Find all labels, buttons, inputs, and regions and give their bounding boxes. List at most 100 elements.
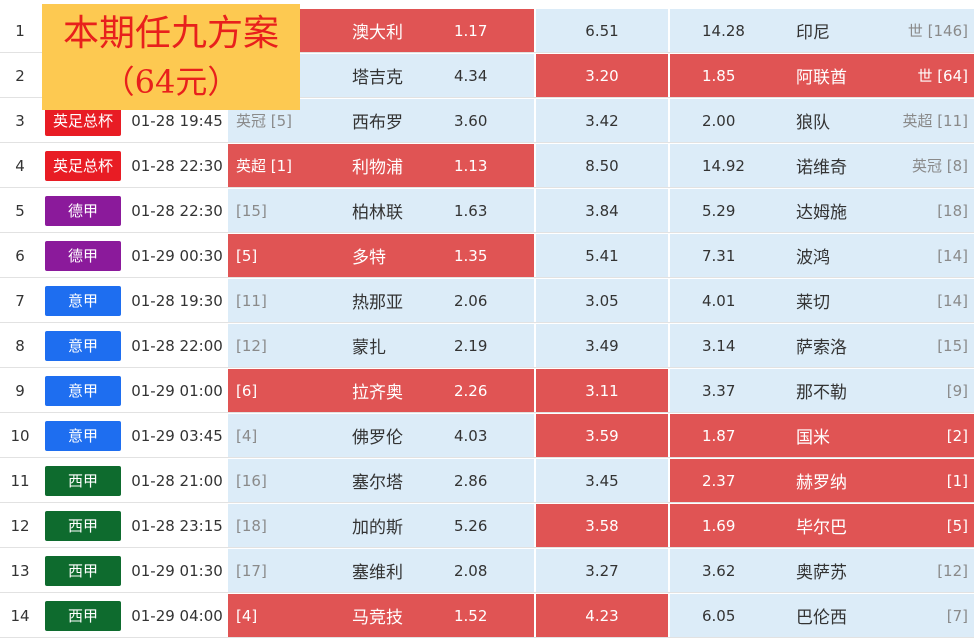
away-cell[interactable]: 3.14 萨索洛 [15] (670, 323, 974, 368)
home-odds: 2.06 (454, 291, 488, 310)
league-badge[interactable]: 意甲 (45, 330, 121, 361)
draw-odds: 3.05 (585, 291, 619, 310)
away-cell[interactable]: 1.85 阿联酋 世 [64] (670, 53, 974, 98)
league-badge[interactable]: 西甲 (45, 510, 121, 541)
league-badge[interactable]: 西甲 (45, 600, 121, 631)
home-cell[interactable]: [6] 拉齐奥 2.26 (228, 368, 534, 413)
away-cell[interactable]: 5.29 达姆施 [18] (670, 188, 974, 233)
away-cell[interactable]: 14.92 诺维奇 英冠 [8] (670, 143, 974, 188)
match-number: 7 (15, 291, 25, 310)
match-number: 14 (10, 606, 30, 625)
away-team: 巴伦西 (796, 608, 847, 628)
match-number: 11 (10, 471, 30, 490)
draw-cell[interactable]: 3.42 (536, 98, 668, 143)
draw-odds: 8.50 (585, 156, 619, 175)
home-cell[interactable]: [15] 柏林联 1.63 (228, 188, 534, 233)
row-divider (0, 232, 974, 233)
draw-odds: 6.51 (585, 21, 619, 40)
league-badge[interactable]: 意甲 (45, 285, 121, 316)
draw-cell[interactable]: 6.51 (536, 8, 668, 53)
away-cell[interactable]: 2.37 赫罗纳 [1] (670, 458, 974, 503)
away-cell[interactable]: 3.37 那不勒 [9] (670, 368, 974, 413)
league-badge[interactable]: 西甲 (45, 465, 121, 496)
match-row[interactable]: 8 意甲 01-28 22:00 [12] 蒙扎 2.19 3.49 3.14 萨索洛 [15] (0, 323, 974, 368)
away-rank: 英冠 [8] (911, 157, 968, 175)
draw-cell[interactable]: 3.49 (536, 323, 668, 368)
league-badge[interactable]: 西甲 (45, 555, 121, 586)
promo-title: 本期任九方案 (62, 13, 279, 54)
home-team: 加的斯 (352, 518, 403, 538)
away-team: 诺维奇 (796, 158, 847, 178)
away-odds: 14.28 (702, 21, 745, 40)
draw-cell[interactable]: 3.84 (536, 188, 668, 233)
home-cell[interactable]: [4] 马竞技 1.52 (228, 593, 534, 638)
match-row[interactable]: 4 英足总杯 01-28 22:30 英超 [1] 利物浦 1.13 8.50 14.92 诺维… (0, 143, 974, 188)
row-divider (0, 277, 974, 278)
away-cell[interactable]: 1.87 国米 [2] (670, 413, 974, 458)
match-row[interactable]: 5 德甲 01-28 22:30 [15] 柏林联 1.63 3.84 5.29 达姆施 [18] (0, 188, 974, 233)
home-rank: [4] (236, 606, 258, 625)
home-cell[interactable]: [17] 塞维利 2.08 (228, 548, 534, 593)
draw-cell[interactable]: 3.27 (536, 548, 668, 593)
draw-odds: 3.42 (585, 111, 619, 130)
home-odds: 5.26 (454, 516, 488, 535)
home-cell[interactable]: [18] 加的斯 5.26 (228, 503, 534, 548)
match-number: 12 (10, 516, 30, 535)
draw-cell[interactable]: 3.58 (536, 503, 668, 548)
league-badge[interactable]: 德甲 (45, 240, 121, 271)
draw-cell[interactable]: 3.20 (536, 53, 668, 98)
match-number: 4 (15, 156, 25, 175)
league-cell: 德甲 (40, 233, 126, 278)
away-cell[interactable]: 6.05 巴伦西 [7] (670, 593, 974, 638)
away-cell[interactable]: 2.00 狼队 英超 [11] (670, 98, 974, 143)
league-cell: 西甲 (40, 458, 126, 503)
away-cell[interactable]: 7.31 波鸿 [14] (670, 233, 974, 278)
home-cell[interactable]: [5] 多特 1.35 (228, 233, 534, 278)
match-row[interactable]: 3 英足总杯 01-28 19:45 英冠 [5] 西布罗 3.60 3.42 2.00 狼队 英… (0, 98, 974, 143)
draw-cell[interactable]: 8.50 (536, 143, 668, 188)
league-badge[interactable]: 德甲 (45, 195, 121, 226)
league-cell: 西甲 (40, 503, 126, 548)
home-cell[interactable]: [11] 热那亚 2.06 (228, 278, 534, 323)
promo-banner[interactable]: 本期任九方案 （64元） (42, 4, 300, 110)
away-cell[interactable]: 3.62 奥萨苏 [12] (670, 548, 974, 593)
home-rank: [16] (236, 471, 267, 490)
match-row[interactable]: 12 西甲 01-28 23:15 [18] 加的斯 5.26 3.58 1.69 毕尔巴 [5] (0, 503, 974, 548)
draw-cell[interactable]: 3.05 (536, 278, 668, 323)
home-cell[interactable]: [16] 塞尔塔 2.86 (228, 458, 534, 503)
match-row[interactable]: 11 西甲 01-28 21:00 [16] 塞尔塔 2.86 3.45 2.37 赫罗纳 [1] (0, 458, 974, 503)
match-row[interactable]: 6 德甲 01-29 00:30 [5] 多特 1.35 5.41 7.31 波鸿 [14] (0, 233, 974, 278)
league-badge[interactable]: 意甲 (45, 375, 121, 406)
home-cell[interactable]: [4] 佛罗伦 4.03 (228, 413, 534, 458)
away-odds: 1.87 (702, 426, 736, 445)
match-number: 1 (15, 21, 25, 40)
away-cell[interactable]: 1.69 毕尔巴 [5] (670, 503, 974, 548)
away-cell[interactable]: 4.01 莱切 [14] (670, 278, 974, 323)
home-cell[interactable]: 英冠 [5] 西布罗 3.60 (228, 98, 534, 143)
draw-cell[interactable]: 3.11 (536, 368, 668, 413)
match-row[interactable]: 14 西甲 01-29 04:00 [4] 马竞技 1.52 4.23 6.05 巴伦西 [7] (0, 593, 974, 638)
match-row[interactable]: 7 意甲 01-28 19:30 [11] 热那亚 2.06 3.05 4.01 莱切 [14] (0, 278, 974, 323)
draw-cell[interactable]: 3.45 (536, 458, 668, 503)
draw-cell[interactable]: 4.23 (536, 593, 668, 638)
home-odds: 2.26 (454, 381, 488, 400)
away-odds: 3.14 (702, 336, 736, 355)
match-row[interactable]: 10 意甲 01-29 03:45 [4] 佛罗伦 4.03 3.59 1.87 国米 [2] (0, 413, 974, 458)
league-badge[interactable]: 意甲 (45, 420, 121, 451)
match-row[interactable]: 1 澳大利 1.17 6.51 14.28 印尼 世 [146] (0, 8, 974, 53)
row-divider (0, 592, 974, 593)
away-team: 阿联酋 (796, 68, 847, 88)
home-team: 塔吉克 (352, 68, 403, 88)
draw-cell[interactable]: 3.59 (536, 413, 668, 458)
match-row[interactable]: 13 西甲 01-29 01:30 [17] 塞维利 2.08 3.27 3.62 奥萨苏 [12… (0, 548, 974, 593)
draw-cell[interactable]: 5.41 (536, 233, 668, 278)
match-row[interactable]: 9 意甲 01-29 01:00 [6] 拉齐奥 2.26 3.11 3.37 那不勒 [9] (0, 368, 974, 413)
away-rank: [1] (946, 471, 968, 490)
league-badge[interactable]: 英足总杯 (45, 150, 121, 181)
away-team: 波鸿 (796, 248, 830, 268)
home-odds: 2.86 (454, 471, 488, 490)
league-badge[interactable]: 英足总杯 (45, 105, 121, 136)
away-cell[interactable]: 14.28 印尼 世 [146] (670, 8, 974, 53)
home-cell[interactable]: 英超 [1] 利物浦 1.13 (228, 143, 534, 188)
home-cell[interactable]: [12] 蒙扎 2.19 (228, 323, 534, 368)
